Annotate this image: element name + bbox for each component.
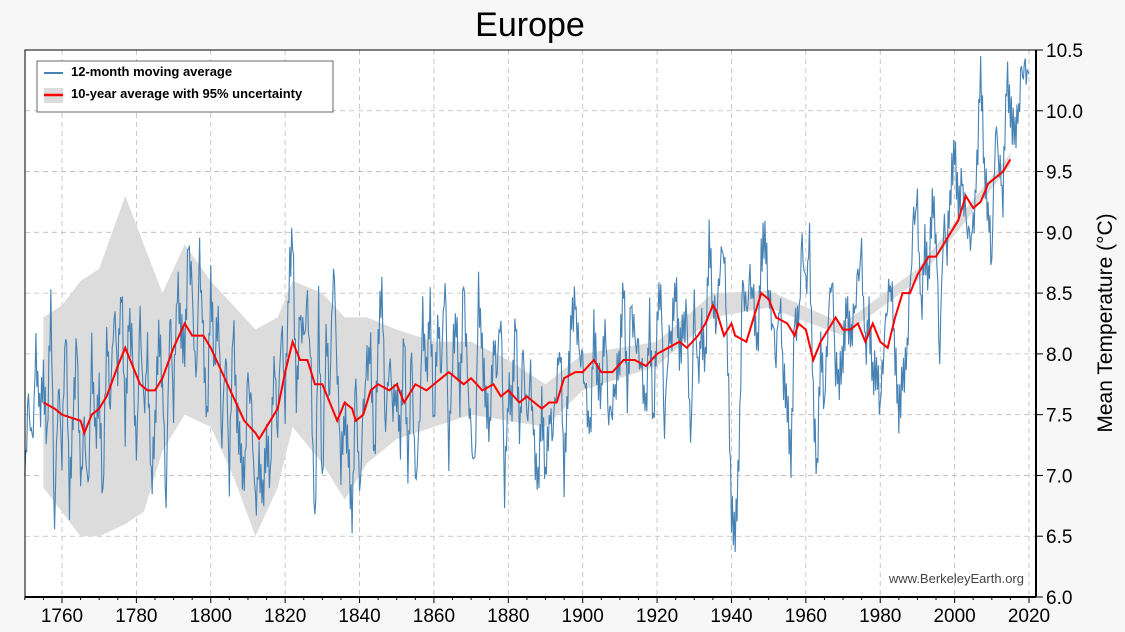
y-tick-label: 9.5 [1046,163,1072,184]
x-tick-label: 1840 [338,606,380,627]
legend: 12-month moving average 10-year average … [36,60,334,113]
x-tick-label: 1860 [413,606,455,627]
y-tick-label: 6.0 [1046,588,1072,609]
x-tick-label: 2000 [933,606,975,627]
chart-title: Europe [475,6,585,44]
x-tick-label: 1980 [859,606,901,627]
x-tick-label: 1760 [41,606,83,627]
y-tick-label: 7.0 [1046,466,1072,487]
x-tick-label: 1780 [115,606,157,627]
uncertainty-band [43,153,1011,537]
x-tick-label: 2020 [1008,606,1050,627]
watermark: www.BerkeleyEarth.org [888,571,1024,586]
y-tick-label: 8.5 [1046,284,1072,305]
moving-average-line [24,56,1030,553]
y-tick-label: 7.5 [1046,406,1072,427]
x-tick-label: 1820 [264,606,306,627]
y-tick-label: 8.0 [1046,345,1072,366]
y-tick-label: 10.5 [1046,41,1083,62]
x-tick-label: 1940 [710,606,752,627]
x-tick-label: 1900 [562,606,604,627]
legend-label-ten-year: 10-year average with 95% uncertainty [71,86,303,101]
y-tick-label: 9.0 [1046,223,1072,244]
y-tick-label: 10.0 [1046,102,1083,123]
ten-year-average-line [42,158,1012,441]
x-tick-label: 1960 [785,606,827,627]
legend-label-moving-average: 12-month moving average [71,64,232,79]
x-tick-label: 1800 [190,606,232,627]
x-tick-label: 1920 [636,606,678,627]
legend-box [36,60,334,113]
x-tick-label: 1880 [487,606,529,627]
y-tick-label: 6.5 [1046,527,1072,548]
